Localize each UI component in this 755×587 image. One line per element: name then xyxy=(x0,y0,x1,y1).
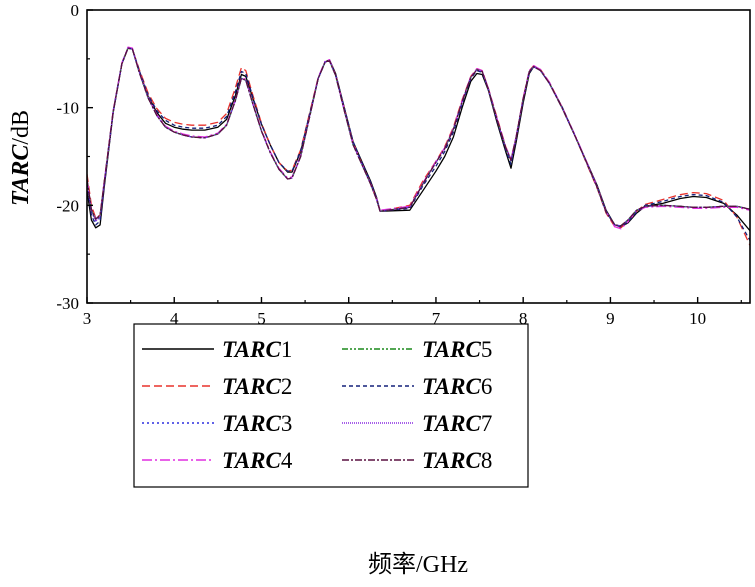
legend-label: TARC1 xyxy=(222,337,292,362)
legend-label-index: 1 xyxy=(281,337,293,362)
legend-label-italic: TARC xyxy=(422,411,481,436)
series-line-tarc8 xyxy=(87,47,750,227)
legend-label-italic: TARC xyxy=(422,374,481,399)
legend-label-italic: TARC xyxy=(222,411,281,436)
legend-label-index: 3 xyxy=(281,411,293,436)
legend-label: TARC2 xyxy=(222,374,292,399)
legend-label-index: 2 xyxy=(281,374,293,399)
x-axis: 3 4 5 6 7 8 9 10 xyxy=(83,297,742,328)
x-tick-label: 9 xyxy=(606,309,615,328)
legend-label: TARC6 xyxy=(422,374,492,399)
y-axis-title: TARC/dB xyxy=(8,110,34,206)
y-tick-label: -30 xyxy=(56,294,79,313)
legend-label-italic: TARC xyxy=(222,337,281,362)
x-tick-label: 3 xyxy=(83,309,92,328)
legend-label-index: 8 xyxy=(481,448,493,473)
y-tick-label: -10 xyxy=(56,99,79,118)
y-tick-label: -20 xyxy=(56,196,79,215)
series-line-tarc3 xyxy=(87,47,750,227)
y-axis-title-unit: /dB xyxy=(8,110,34,145)
series-line-tarc7 xyxy=(87,47,750,227)
x-tick-label: 8 xyxy=(519,309,528,328)
legend-label: TARC7 xyxy=(422,411,492,436)
series-line-tarc6 xyxy=(87,47,750,241)
legend-label-italic: TARC xyxy=(422,448,481,473)
x-tick-label: 10 xyxy=(689,309,706,328)
legend-label: TARC3 xyxy=(222,411,292,436)
legend-label: TARC5 xyxy=(422,337,492,362)
series-layer xyxy=(87,46,750,246)
legend-label-index: 7 xyxy=(481,411,493,436)
legend-label-italic: TARC xyxy=(222,448,281,473)
plot-area-frame xyxy=(86,9,751,304)
series-line-tarc4 xyxy=(87,46,750,230)
legend-label: TARC8 xyxy=(422,448,492,473)
x-axis-title: 频率/GHz xyxy=(368,551,468,578)
y-tick-label: 0 xyxy=(71,1,80,20)
legend-label: TARC4 xyxy=(222,448,293,473)
legend-label-index: 5 xyxy=(481,337,493,362)
series-line-tarc2 xyxy=(87,47,750,246)
y-axis-title-italic: TARC xyxy=(8,144,34,206)
x-tick-label: 7 xyxy=(432,309,441,328)
series-line-tarc5 xyxy=(87,47,750,227)
legend-label-italic: TARC xyxy=(222,374,281,399)
x-tick-label: 4 xyxy=(170,309,179,328)
legend-label-index: 6 xyxy=(481,374,493,399)
y-axis: -30 -20 -10 0 xyxy=(56,1,93,313)
legend-label-italic: TARC xyxy=(422,337,481,362)
x-tick-label: 5 xyxy=(257,309,266,328)
legend-label-index: 4 xyxy=(281,448,293,473)
x-tick-label: 6 xyxy=(344,309,353,328)
